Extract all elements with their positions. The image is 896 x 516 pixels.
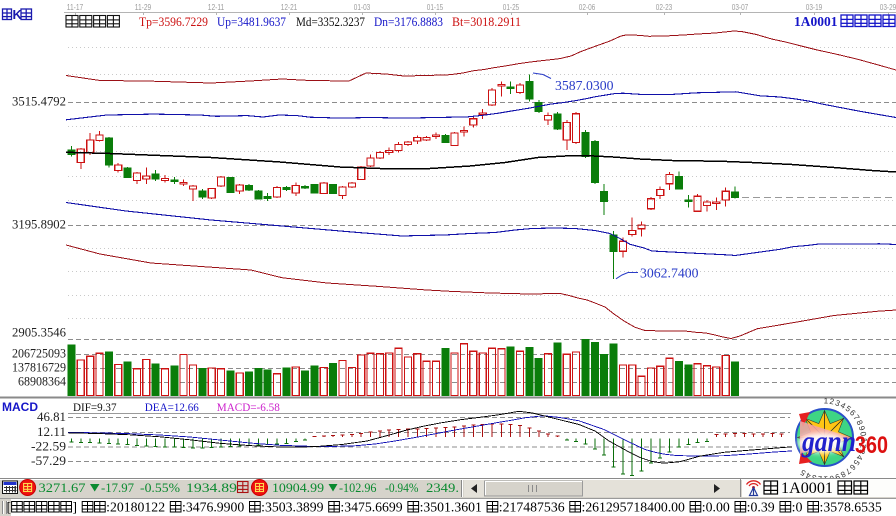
- svg-text::3476.9900: :3476.9900: [182, 500, 244, 515]
- svg-text:gann: gann: [801, 425, 856, 458]
- svg-text:11-17: 11-17: [67, 2, 84, 12]
- svg-text:9: 9: [833, 472, 841, 482]
- svg-text:5: 5: [844, 404, 853, 414]
- svg-text:68908364: 68908364: [18, 375, 67, 389]
- svg-text:3062.7400: 3062.7400: [640, 266, 699, 281]
- svg-text:7: 7: [851, 413, 861, 422]
- svg-text:360: 360: [855, 432, 888, 459]
- svg-text:3195.8902: 3195.8902: [12, 218, 66, 232]
- svg-text::3501.3601: :3501.3601: [420, 500, 482, 515]
- svg-text:-57.29: -57.29: [31, 454, 66, 468]
- svg-text:6: 6: [848, 408, 858, 418]
- svg-text:46.81: 46.81: [37, 410, 66, 424]
- svg-text:3: 3: [834, 398, 842, 408]
- svg-text:DEA=12.66: DEA=12.66: [145, 400, 199, 414]
- svg-text:5: 5: [851, 458, 861, 467]
- svg-text:03-19: 03-19: [806, 2, 823, 12]
- svg-text:02-23: 02-23: [656, 2, 673, 12]
- svg-text:Bt=3018.2911: Bt=3018.2911: [452, 15, 521, 29]
- svg-text:1934.89: 1934.89: [186, 480, 237, 495]
- svg-text:137816729: 137816729: [12, 361, 66, 375]
- svg-text::3503.3899: :3503.3899: [261, 500, 323, 515]
- svg-text:2: 2: [829, 397, 836, 407]
- svg-text:2905.3546: 2905.3546: [12, 326, 66, 340]
- svg-text::3578.6535: :3578.6535: [820, 500, 882, 515]
- svg-text:3: 3: [857, 448, 867, 456]
- svg-text:0: 0: [858, 431, 868, 437]
- svg-text:DIF=9.37: DIF=9.37: [73, 400, 117, 414]
- svg-text:-22.59: -22.59: [31, 440, 66, 454]
- svg-text:Dn=3176.8883: Dn=3176.8883: [374, 15, 443, 29]
- svg-text::20180122: :20180122: [106, 500, 165, 515]
- svg-text:4: 4: [854, 453, 864, 461]
- svg-text:3587.0300: 3587.0300: [555, 78, 614, 93]
- svg-text:3515.4792: 3515.4792: [12, 95, 66, 109]
- svg-text:10904.99: 10904.99: [272, 480, 324, 495]
- svg-text:[: [: [7, 500, 12, 515]
- svg-text:1A0001: 1A0001: [781, 480, 833, 497]
- svg-text::3475.6699: :3475.6699: [340, 500, 402, 515]
- svg-text:02-06: 02-06: [579, 2, 596, 12]
- svg-text:-0.94%: -0.94%: [385, 480, 419, 495]
- svg-text:03-07: 03-07: [732, 2, 749, 12]
- svg-text:]: ]: [73, 500, 78, 515]
- svg-text::0: :0: [792, 500, 803, 515]
- svg-text:-0.55%: -0.55%: [140, 480, 180, 495]
- svg-text:-102.96: -102.96: [339, 480, 377, 495]
- svg-text:206725093: 206725093: [12, 347, 66, 361]
- svg-text:11-29: 11-29: [135, 2, 152, 12]
- svg-text::0.00: :0.00: [702, 500, 730, 515]
- svg-text:8: 8: [839, 469, 848, 479]
- svg-text:7: 7: [843, 466, 852, 476]
- svg-text:3: 3: [810, 473, 817, 483]
- svg-text:Tp=3596.7229: Tp=3596.7229: [139, 15, 208, 29]
- svg-text:5: 5: [798, 467, 807, 477]
- svg-text:-17.97: -17.97: [101, 480, 134, 495]
- svg-text:01-25: 01-25: [503, 2, 520, 12]
- svg-text:01-15: 01-15: [427, 2, 444, 12]
- svg-text:9: 9: [857, 425, 867, 433]
- svg-text:03-29: 03-29: [880, 2, 896, 12]
- svg-text:3271.67: 3271.67: [39, 480, 87, 495]
- svg-text:12.11: 12.11: [37, 425, 66, 439]
- svg-text:8: 8: [854, 419, 864, 427]
- svg-text:4: 4: [804, 470, 812, 480]
- svg-text:1A0001: 1A0001: [794, 14, 838, 29]
- svg-text::217487536: :217487536: [499, 500, 565, 515]
- svg-text:1: 1: [824, 396, 829, 405]
- svg-text:K: K: [13, 7, 23, 22]
- svg-text:6: 6: [847, 462, 857, 472]
- svg-text:2349.: 2349.: [426, 480, 459, 495]
- svg-text:01-03: 01-03: [354, 2, 371, 12]
- svg-text:MACD: MACD: [2, 400, 38, 414]
- svg-text:4: 4: [839, 401, 848, 411]
- svg-text::0.39: :0.39: [747, 500, 775, 515]
- svg-text:Md=3352.3237: Md=3352.3237: [296, 15, 365, 29]
- svg-text::261295718400.00: :261295718400.00: [582, 500, 686, 515]
- svg-text:Up=3481.9637: Up=3481.9637: [217, 15, 286, 29]
- svg-text:1: 1: [859, 438, 868, 443]
- svg-text:MACD=-6.58: MACD=-6.58: [217, 400, 280, 414]
- svg-text:12-21: 12-21: [281, 2, 298, 12]
- svg-text:12-11: 12-11: [208, 2, 225, 12]
- svg-text:2: 2: [858, 443, 868, 449]
